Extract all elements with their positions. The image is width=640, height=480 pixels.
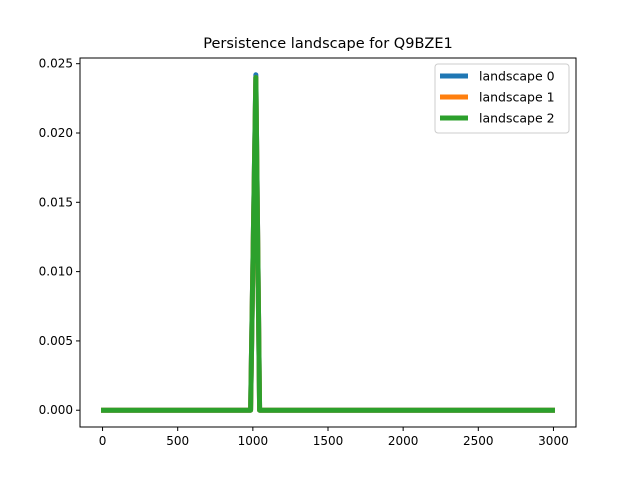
y-tick-label: 0.015 <box>39 195 73 209</box>
x-tick-label: 1500 <box>313 434 344 448</box>
series-line-2 <box>101 75 555 413</box>
x-tick-label: 3000 <box>538 434 569 448</box>
legend-label-2: landscape 2 <box>479 111 555 126</box>
y-tick-label: 0.005 <box>39 334 73 348</box>
x-tick-label: 500 <box>166 434 189 448</box>
x-tick-label: 1000 <box>238 434 269 448</box>
x-tick-label: 2000 <box>388 434 419 448</box>
axes-layer: 0 500 1000 1500 2000 2500 3000 0.000 0.005 0.010 0… <box>39 57 577 448</box>
series-layer <box>101 72 555 413</box>
y-tick-label: 0.010 <box>39 265 73 279</box>
y-tick-label: 0.000 <box>39 403 73 417</box>
chart-title: Persistence landscape for Q9BZE1 <box>203 36 452 52</box>
x-tick-label: 2500 <box>463 434 494 448</box>
y-tick-label: 0.020 <box>39 126 73 140</box>
x-tick-label: 0 <box>99 434 107 448</box>
legend-label-0: landscape 0 <box>479 69 555 84</box>
y-tick-label: 0.025 <box>39 57 73 71</box>
legend: landscape 0 landscape 1 landscape 2 <box>434 63 570 134</box>
legend-label-1: landscape 1 <box>479 90 555 105</box>
legend-box <box>434 63 570 134</box>
